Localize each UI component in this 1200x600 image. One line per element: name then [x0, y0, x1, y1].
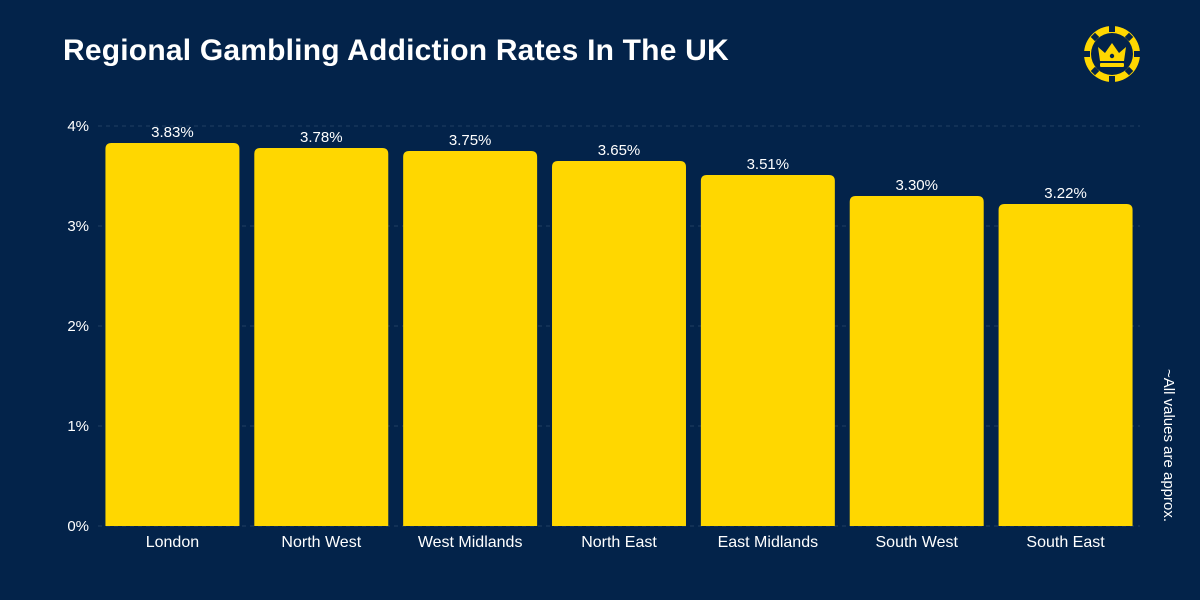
x-tick-label: West Midlands	[418, 534, 523, 551]
y-tick-label: 3%	[67, 218, 89, 235]
y-tick-label: 1%	[67, 418, 89, 435]
bar-value-label: 3.22%	[1044, 185, 1087, 202]
approx-footnote: ~All values are approx.	[1160, 369, 1177, 523]
bar-value-label: 3.65%	[598, 142, 641, 159]
x-tick-label: South West	[876, 534, 959, 551]
bar-value-label: 3.75%	[449, 132, 492, 149]
bar-value-label: 3.83%	[151, 124, 194, 141]
bar	[552, 161, 686, 526]
crown-chip-icon	[1084, 26, 1140, 82]
bar	[849, 196, 984, 526]
x-tick-label: North West	[281, 534, 361, 551]
chart-title: Regional Gambling Addiction Rates In The…	[63, 34, 729, 67]
bar	[700, 175, 835, 526]
x-tick-label: North East	[581, 534, 657, 551]
bar	[998, 204, 1133, 526]
x-tick-label: East Midlands	[718, 534, 819, 551]
y-tick-label: 4%	[67, 118, 89, 135]
bar-value-label: 3.30%	[895, 177, 938, 194]
x-tick-label: South East	[1026, 534, 1105, 551]
bar	[254, 148, 389, 526]
y-tick-label: 0%	[67, 518, 89, 535]
bar-value-label: 3.51%	[747, 156, 790, 173]
x-tick-label: London	[146, 534, 199, 551]
bar-value-label: 3.78%	[300, 129, 343, 146]
bar	[403, 151, 538, 526]
y-tick-label: 2%	[67, 318, 89, 335]
bar	[105, 143, 240, 526]
